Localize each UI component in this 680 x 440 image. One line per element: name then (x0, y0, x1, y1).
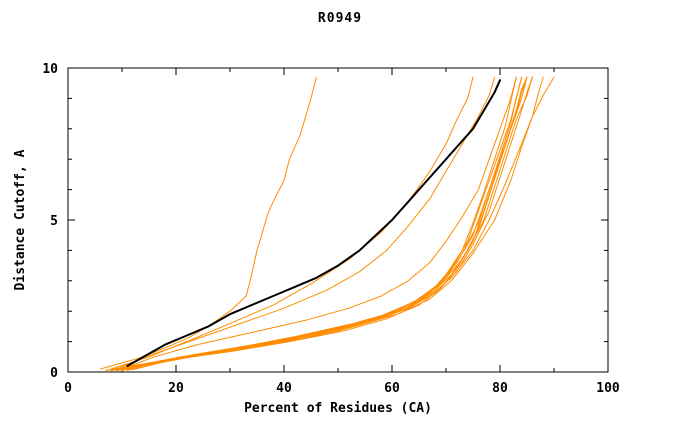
series-line-model-03 (110, 76, 528, 371)
series-line-model-13 (116, 76, 544, 371)
series-line-model-10-outlier (99, 76, 317, 370)
series-line-model-02 (116, 76, 528, 371)
series-line-model-11 (110, 76, 528, 371)
series-line-model-04 (121, 76, 555, 371)
x-tick-label: 100 (596, 381, 620, 396)
y-axis-label: Distance Cutoff, A (13, 149, 28, 290)
series-line-model-14 (116, 76, 496, 370)
x-tick-label: 0 (64, 381, 72, 396)
series-line-model-07 (116, 76, 523, 371)
y-tick-label: 0 (50, 366, 58, 381)
series-line-model-08 (121, 76, 517, 370)
series-line-model-12 (126, 76, 533, 371)
x-tick-label: 80 (492, 381, 508, 396)
series-line-model-09 (110, 76, 474, 370)
x-tick-label: 40 (276, 381, 292, 396)
chart-title: R0949 (318, 11, 362, 26)
plot-frame (67, 67, 609, 373)
series-line-highlighted-model (126, 79, 501, 367)
x-tick-label: 60 (384, 381, 400, 396)
y-tick-label: 10 (42, 62, 58, 77)
plot-frame-and-series: 0 20 40 60 80 100 0 5 10 (42, 62, 620, 396)
series-line-model-05 (105, 76, 517, 371)
y-tick-label: 5 (50, 214, 58, 229)
x-tick-label: 20 (168, 381, 184, 396)
series-line-model-01 (105, 76, 523, 371)
x-axis-label: Percent of Residues (CA) (244, 401, 432, 416)
